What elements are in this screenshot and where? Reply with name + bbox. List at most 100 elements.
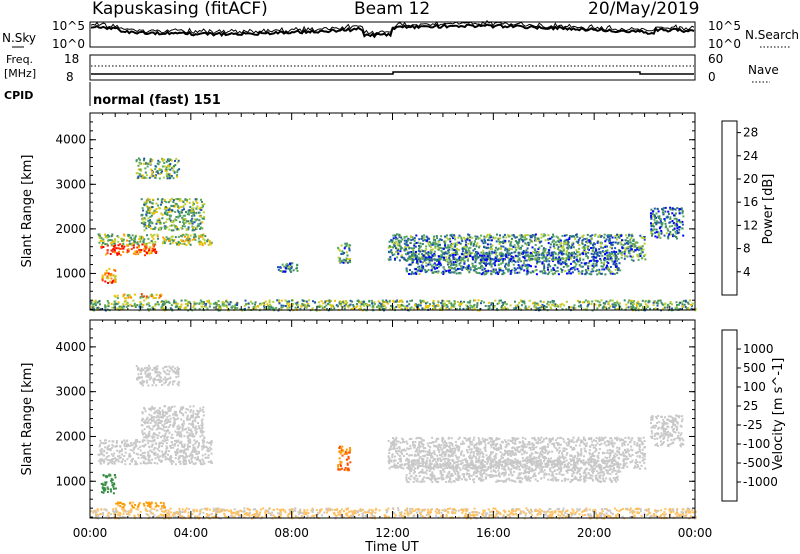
nsearch-line [90, 19, 695, 36]
data-cell [196, 458, 199, 461]
data-cell [412, 252, 415, 254]
data-cell [186, 448, 189, 451]
data-cell [153, 407, 156, 410]
data-cell [650, 225, 653, 228]
data-cell [590, 247, 593, 249]
data-cell [571, 267, 574, 269]
data-cell [467, 249, 470, 252]
data-cell [109, 239, 112, 242]
data-cell [139, 168, 142, 171]
data-cell [177, 228, 180, 231]
data-cell [577, 239, 580, 241]
data-cell [186, 434, 189, 437]
data-cell [452, 261, 455, 264]
data-cell [130, 236, 132, 239]
data-cell [165, 418, 168, 421]
date-label: 20/May/2019 [588, 0, 700, 19]
data-cell [562, 252, 565, 255]
data-cell [564, 261, 567, 264]
data-cell [570, 272, 572, 275]
data-cell [455, 244, 458, 246]
data-cell [174, 225, 177, 228]
data-cell [106, 451, 108, 454]
data-cell [156, 414, 159, 417]
data-cell [191, 456, 194, 459]
data-cell [502, 258, 505, 260]
data-cell [458, 263, 461, 266]
data-cell [428, 304, 431, 307]
data-cell [582, 245, 585, 248]
data-cell [117, 244, 120, 247]
data-cell [343, 258, 346, 261]
data-cell [178, 450, 181, 453]
data-cell [147, 302, 150, 304]
data-cell [475, 245, 478, 248]
data-cell [437, 304, 440, 307]
data-cell [134, 440, 137, 443]
data-cell [471, 236, 474, 239]
data-cell [168, 160, 171, 163]
data-cell [113, 240, 115, 243]
data-cell [526, 268, 529, 271]
data-cell [170, 204, 173, 207]
data-cell [155, 250, 158, 253]
power-region-2 [140, 197, 206, 232]
data-cell [141, 243, 144, 246]
data-cell [188, 242, 191, 245]
data-cell [635, 305, 638, 308]
data-cell [183, 307, 186, 310]
data-cell [428, 258, 431, 261]
data-cell [448, 246, 451, 249]
data-cell [444, 240, 447, 243]
data-cell [164, 450, 167, 453]
data-cell [467, 247, 470, 250]
data-cell [558, 249, 561, 252]
data-cell [495, 240, 498, 243]
data-cell [175, 241, 178, 244]
data-cell [482, 259, 485, 262]
data-cell [188, 455, 191, 457]
data-cell [360, 307, 363, 310]
data-cell [207, 456, 210, 459]
data-cell [501, 273, 504, 276]
data-cell [163, 454, 166, 457]
data-cell [180, 442, 183, 445]
data-cell [681, 301, 684, 304]
data-cell [424, 249, 427, 252]
data-cell [484, 263, 487, 265]
data-cell [169, 240, 171, 242]
data-cell [403, 236, 406, 238]
data-cell [271, 308, 274, 311]
data-cell [124, 451, 127, 454]
data-cell [158, 445, 161, 447]
data-cell [502, 303, 504, 306]
data-cell [112, 242, 115, 245]
data-cell [585, 240, 588, 243]
data-cell [343, 302, 346, 305]
data-cell [286, 263, 289, 266]
data-cell [276, 299, 279, 302]
cpid-value: normal (fast) 151 [93, 93, 221, 108]
data-cell [160, 306, 163, 309]
freq-tick-high: 18 [64, 52, 79, 66]
data-cell [100, 462, 102, 465]
data-cell [101, 278, 104, 281]
data-cell [207, 450, 210, 453]
data-cell [189, 438, 192, 441]
data-cell [373, 302, 376, 305]
data-cell [500, 269, 503, 272]
data-cell [195, 413, 198, 416]
data-cell [213, 306, 216, 309]
data-cell [681, 227, 684, 230]
data-cell [669, 216, 672, 219]
data-cell [433, 262, 436, 265]
data-cell [660, 231, 663, 234]
data-cell [494, 268, 497, 271]
data-cell [640, 236, 643, 239]
data-cell [174, 451, 177, 454]
data-cell [261, 302, 264, 305]
data-cell [195, 207, 198, 210]
data-cell [277, 301, 280, 304]
data-cell [101, 279, 104, 282]
data-cell [99, 448, 102, 451]
